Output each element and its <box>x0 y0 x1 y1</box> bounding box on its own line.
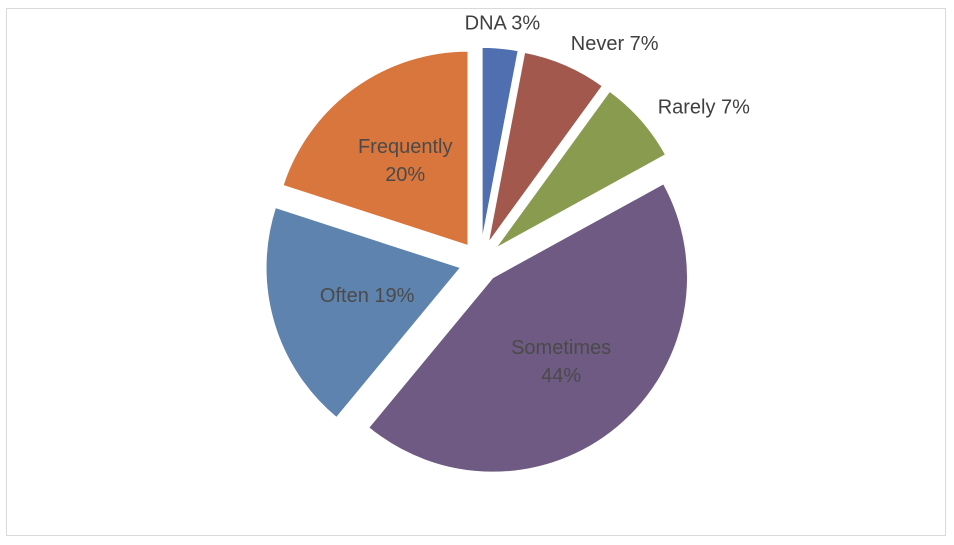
pie-slice-frequently <box>281 50 469 247</box>
pie-label-never: Never 7% <box>571 33 659 55</box>
pie-label-rarely: Rarely 7% <box>658 96 750 118</box>
pie-slice-rarely <box>494 89 667 250</box>
pie-labels: DNA 3% Never 7% Rarely 7% Sometimes 44% Often… <box>320 13 750 387</box>
pie-slice-dna <box>481 46 520 243</box>
pie-label-dna: DNA 3% <box>465 13 541 35</box>
pie-label-frequently: Frequently 20% <box>358 136 453 186</box>
pie-label-often: Often 19% <box>320 285 415 307</box>
pie-slices <box>265 46 689 474</box>
pie-slice-often <box>265 206 463 419</box>
pie-label-sometimes: Sometimes 44% <box>511 337 611 387</box>
pie-slice-sometimes <box>367 182 689 474</box>
pie-slice-never <box>487 51 604 245</box>
